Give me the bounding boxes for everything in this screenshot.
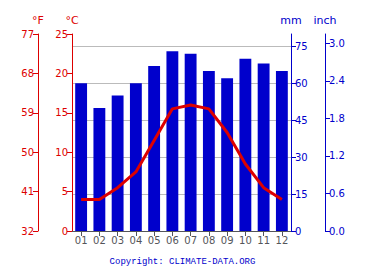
- svg-text:32: 32: [21, 226, 34, 237]
- svg-text:68: 68: [21, 68, 34, 79]
- svg-text:05: 05: [148, 235, 161, 246]
- svg-text:°C: °C: [65, 14, 79, 27]
- svg-text:inch: inch: [313, 14, 336, 27]
- svg-text:03: 03: [111, 235, 124, 246]
- svg-text:12: 12: [276, 235, 289, 246]
- svg-text:10: 10: [239, 235, 252, 246]
- svg-text:45: 45: [295, 115, 308, 126]
- svg-text:mm: mm: [280, 14, 301, 27]
- svg-text:60: 60: [295, 78, 308, 89]
- svg-text:75: 75: [295, 41, 308, 52]
- svg-text:50: 50: [21, 147, 34, 158]
- svg-text:02: 02: [93, 235, 106, 246]
- svg-text:°F: °F: [32, 14, 44, 27]
- svg-text:1.2: 1.2: [329, 150, 345, 161]
- svg-text:41: 41: [21, 186, 34, 197]
- svg-text:0: 0: [62, 226, 68, 237]
- svg-text:0.6: 0.6: [329, 188, 345, 199]
- svg-text:15: 15: [295, 189, 308, 200]
- svg-text:15: 15: [55, 107, 68, 118]
- svg-text:5: 5: [62, 186, 68, 197]
- svg-text:30: 30: [295, 152, 308, 163]
- svg-text:77: 77: [21, 29, 34, 40]
- svg-text:2.4: 2.4: [329, 75, 345, 86]
- svg-text:10: 10: [55, 147, 68, 158]
- svg-text:25: 25: [55, 29, 68, 40]
- svg-text:06: 06: [166, 235, 179, 246]
- svg-text:0.0: 0.0: [329, 226, 345, 237]
- svg-text:08: 08: [203, 235, 216, 246]
- svg-text:09: 09: [221, 235, 234, 246]
- svg-text:11: 11: [257, 235, 270, 246]
- svg-text:0: 0: [295, 226, 301, 237]
- svg-text:1.8: 1.8: [329, 113, 345, 124]
- svg-text:Copyright: CLIMATE-DATA.ORG: Copyright: CLIMATE-DATA.ORG: [110, 257, 256, 267]
- svg-text:3.0: 3.0: [329, 38, 345, 49]
- svg-text:07: 07: [184, 235, 197, 246]
- svg-text:04: 04: [130, 235, 143, 246]
- svg-text:01: 01: [75, 235, 88, 246]
- svg-text:59: 59: [21, 107, 34, 118]
- svg-text:20: 20: [55, 68, 68, 79]
